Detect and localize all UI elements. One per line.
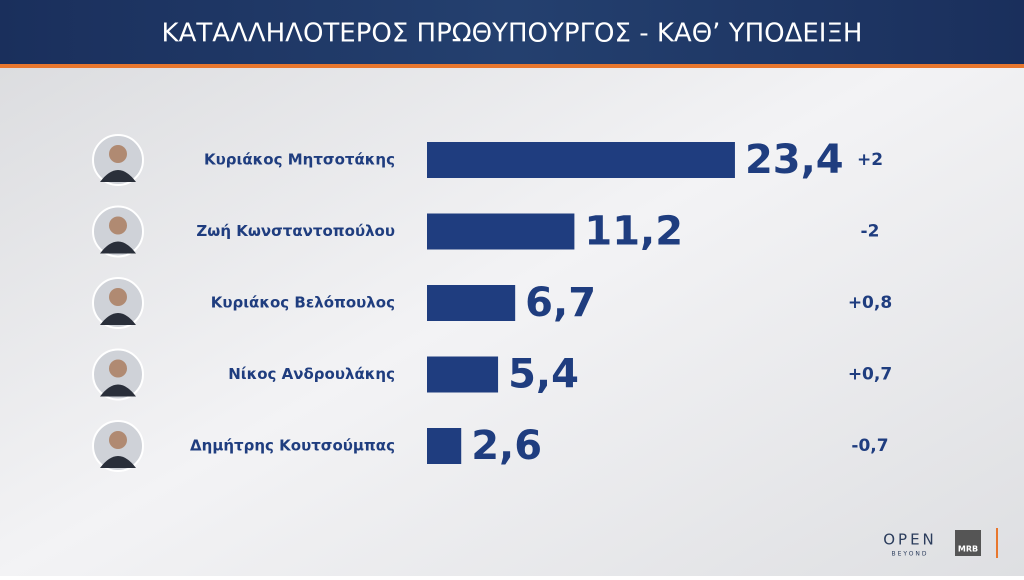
change-label: -2 [861, 222, 880, 242]
pollster-box [955, 530, 981, 556]
value-label: 11,2 [584, 209, 683, 255]
avatar-head [109, 359, 127, 378]
logo: OPEN [883, 531, 937, 549]
value-label: 23,4 [745, 137, 844, 183]
header-bar [0, 0, 1024, 64]
header-accent [0, 64, 1024, 68]
chart-title: ΚΑΤΑΛΛΗΛΟΤΕΡΟΣ ΠΡΩΘΥΠΟΥΡΓΟΣ - ΚΑΘ’ ΥΠΟΔΕ… [162, 19, 863, 49]
value-label: 5,4 [508, 352, 579, 398]
bar [427, 356, 499, 393]
pollster: MRB [958, 545, 978, 554]
change-label: -0,7 [851, 436, 888, 456]
avatar-head [109, 431, 127, 449]
divider [996, 528, 998, 558]
category-label: Δημήτρης Κουτσούμπας [190, 437, 395, 455]
avatar-body [100, 241, 136, 254]
bar [427, 285, 516, 321]
category-label: Νίκος Ανδρουλάκης [228, 365, 395, 383]
category-label: Κυριάκος Μητσοτάκης [204, 151, 395, 169]
bar [427, 213, 575, 250]
change-label: +2 [857, 150, 883, 170]
category-label: Κυριάκος Βελόπουλος [211, 294, 395, 312]
bar [427, 428, 462, 464]
avatar-body [100, 456, 136, 468]
change-label: +0,8 [848, 293, 892, 313]
avatar-head [109, 216, 127, 235]
avatar-body [100, 170, 136, 182]
bar [427, 142, 735, 178]
value-label: 2,6 [471, 423, 542, 469]
logo-sub: BEYOND [891, 551, 928, 558]
value-label: 6,7 [525, 280, 596, 326]
avatar-body [100, 384, 136, 397]
avatar-body [100, 313, 136, 325]
category-label: Ζωή Κωνσταντοπούλου [196, 222, 395, 240]
avatar-head [109, 145, 127, 163]
change-label: +0,7 [848, 365, 892, 385]
avatar-head [109, 288, 127, 306]
